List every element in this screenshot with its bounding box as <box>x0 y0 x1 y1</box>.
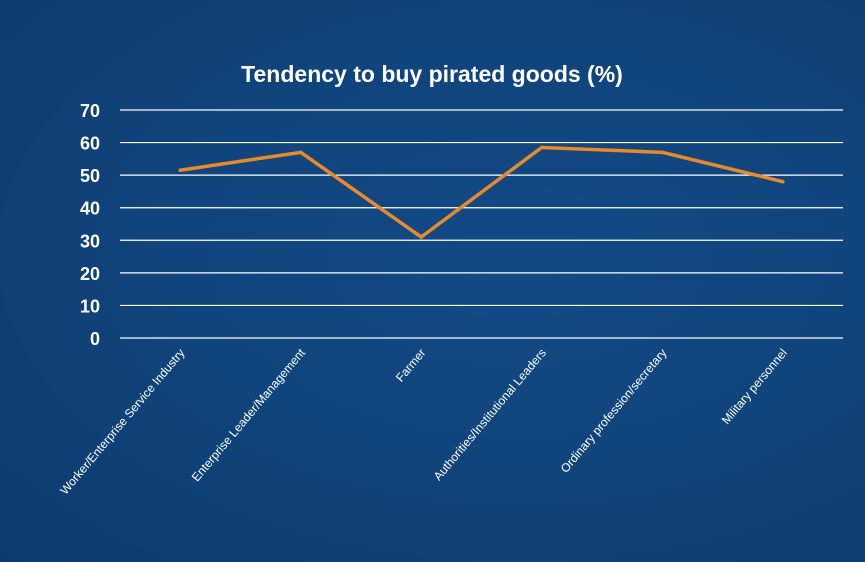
y-tick-label: 50 <box>80 166 100 186</box>
data-point <box>298 150 303 155</box>
y-tick-label: 0 <box>90 329 100 349</box>
data-point <box>419 235 424 239</box>
y-tick-label: 70 <box>80 101 100 121</box>
x-tick-label: Authorities/Institutional Leaders <box>431 346 549 483</box>
x-tick-label: Farmer <box>393 346 429 385</box>
x-axis-ticks: Worker/Enterprise Service Industry Enterp… <box>57 345 790 497</box>
x-tick-label: Worker/Enterprise Service Industry <box>57 346 187 497</box>
chart-title: Tendency to buy pirated goods (%) <box>241 61 623 87</box>
x-tick-label: Ordinary profession/secretary <box>558 346 670 476</box>
y-tick-label: 40 <box>80 199 100 219</box>
x-tick-label: Military personnel <box>719 346 790 427</box>
y-tick-label: 60 <box>80 134 100 154</box>
gridlines <box>120 109 843 339</box>
series-line <box>178 145 785 239</box>
y-axis-ticks: 0 10 20 30 40 50 60 70 <box>80 101 100 349</box>
data-point <box>780 179 785 184</box>
data-point <box>539 145 544 150</box>
x-tick-label: Enterprise Leader/Management <box>189 345 309 484</box>
y-tick-label: 20 <box>80 264 100 284</box>
series-layer <box>178 145 785 239</box>
data-point <box>178 168 183 173</box>
y-tick-label: 30 <box>80 231 100 251</box>
y-tick-label: 10 <box>80 296 100 316</box>
data-point <box>660 150 665 155</box>
